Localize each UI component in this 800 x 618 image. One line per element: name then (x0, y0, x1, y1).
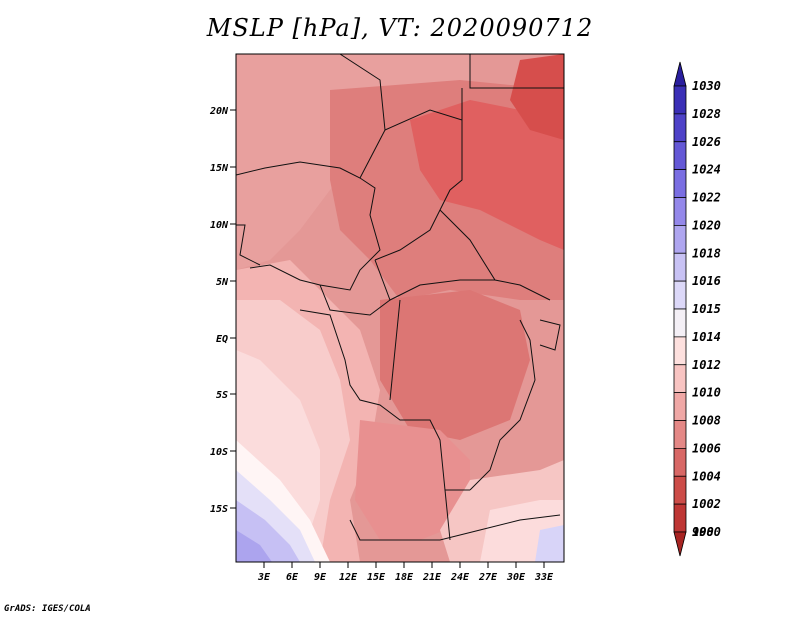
colorbar-label: 1018 (692, 246, 721, 260)
colorbar-swatch (673, 280, 687, 310)
colorbar-label: 1006 (692, 441, 721, 455)
colorbar-label: 1015 (692, 302, 721, 316)
latitude-axis: 20N 15N 10N 5N EQ 5S 10S 15S (209, 106, 236, 515)
lon-label: 12E (339, 572, 358, 583)
lon-label: 15E (367, 572, 386, 583)
lon-label: 27E (478, 572, 498, 583)
colorbar-swatch (673, 447, 687, 477)
lat-label: 10N (210, 220, 229, 231)
colorbar-label: 1016 (692, 274, 721, 288)
map-title: MSLP [hPa], VT: 2020090712 (206, 14, 594, 42)
colorbar-label: 1010 (692, 386, 721, 400)
colorbar-label: 998 (692, 525, 714, 539)
lon-label: 6E (286, 572, 299, 583)
footer-credit: GrADS: IGES/COLA (4, 604, 91, 614)
colorbar-swatch (673, 169, 687, 198)
lat-label: 20N (209, 106, 229, 117)
colorbar-label: 1022 (692, 191, 721, 205)
lon-label: 18E (395, 572, 414, 583)
colorbar-swatch (673, 531, 687, 557)
colorbar-swatch (673, 141, 687, 171)
lon-label: 9E (314, 572, 327, 583)
longitude-axis: 3E 6E 9E 12E 15E 18E 21E 24E 27E 30E 33E (257, 562, 554, 583)
colorbar-label: 1008 (692, 414, 721, 428)
colorbar-label: 1000 (692, 525, 721, 539)
colorbar-swatch (673, 503, 687, 533)
lon-label: 33E (534, 572, 554, 583)
colorbar-swatch (673, 61, 687, 87)
colorbar-swatch (673, 85, 687, 115)
colorbar-swatch (673, 224, 687, 254)
colorbar-label: 1020 (692, 218, 721, 232)
colorbar-label: 1024 (692, 163, 721, 177)
colorbar-swatch (673, 197, 687, 226)
colorbar-swatch (673, 475, 687, 505)
pressure-field (236, 54, 564, 562)
colorbar-label: 1004 (692, 469, 721, 483)
colorbar-swatch (673, 392, 687, 421)
colorbar-swatch (673, 252, 687, 282)
lon-label: 24E (450, 572, 470, 583)
lat-label: 5N (216, 277, 229, 288)
lat-label: 5S (216, 390, 228, 401)
colorbar-swatch (673, 336, 687, 366)
colorbar-label: 1026 (692, 135, 721, 149)
colorbar-swatch (673, 308, 687, 338)
colorbar: 1030 1028 1026 1024 1022 1020 1018 1016 1015 1014… (673, 61, 721, 557)
lat-label: 15N (210, 163, 229, 174)
map-frame (235, 53, 565, 563)
lon-label: 3E (257, 572, 271, 583)
colorbar-swatch (673, 420, 687, 449)
lat-label: EQ (216, 334, 228, 345)
country-borders (236, 54, 564, 541)
lat-label: 15S (210, 504, 228, 515)
lon-label: 30E (506, 572, 526, 583)
colorbar-label: 1002 (692, 497, 721, 511)
colorbar-swatch (673, 364, 687, 394)
colorbar-label: 1014 (692, 330, 721, 344)
colorbar-label: 1028 (692, 107, 721, 121)
colorbar-label: 1030 (692, 79, 721, 93)
colorbar-label: 1012 (692, 358, 721, 372)
lat-label: 10S (210, 447, 228, 458)
colorbar-swatch (673, 113, 687, 143)
lon-label: 21E (422, 572, 442, 583)
